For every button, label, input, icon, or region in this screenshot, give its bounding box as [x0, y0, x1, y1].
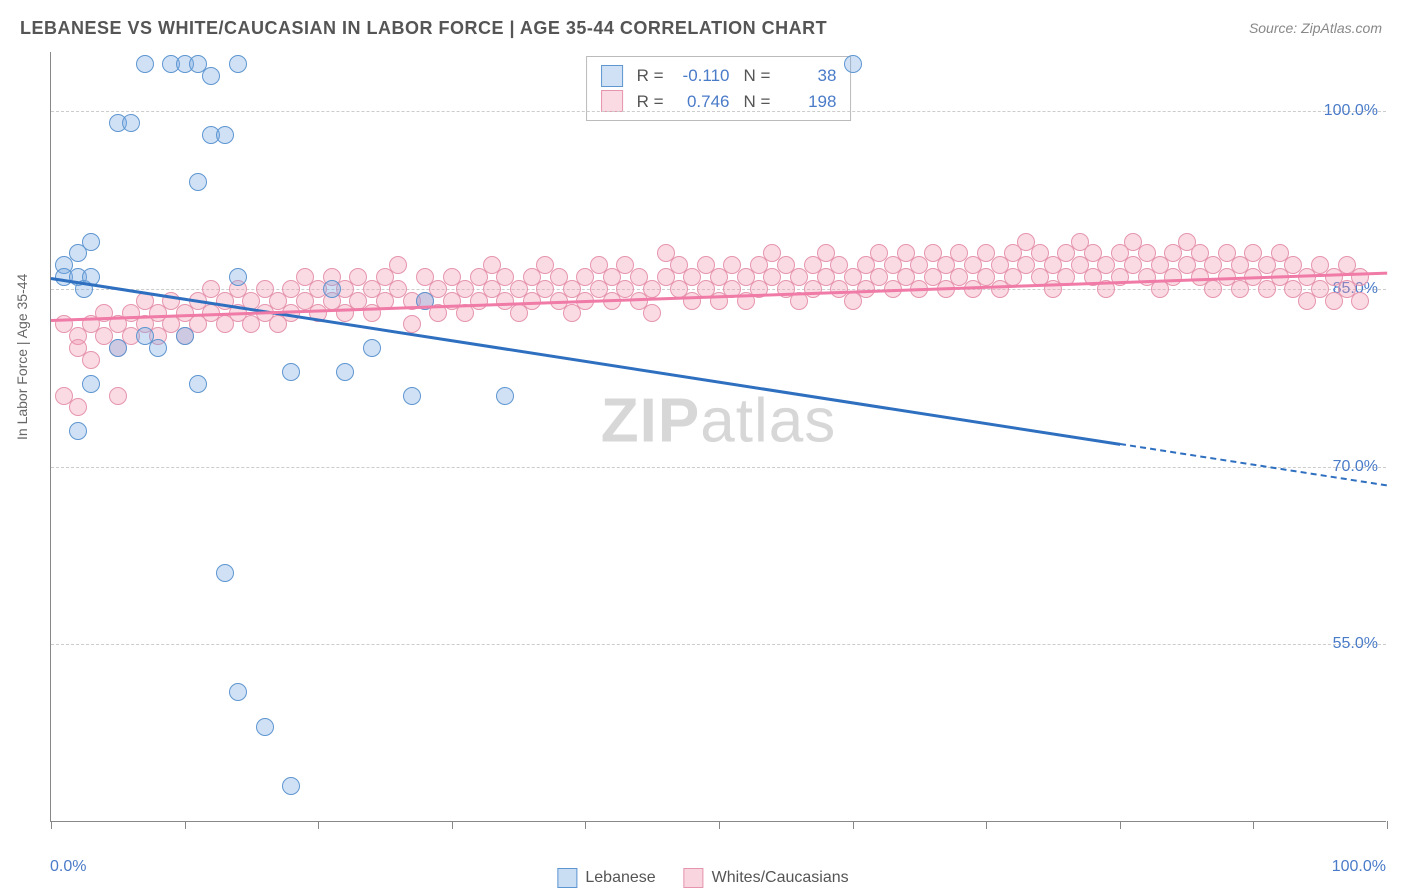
legend-n-value: 38: [780, 63, 836, 89]
data-point: [109, 339, 127, 357]
legend-item: Lebanese: [557, 868, 655, 888]
data-point: [336, 363, 354, 381]
data-point: [216, 564, 234, 582]
x-tick: [853, 821, 854, 829]
data-point: [403, 387, 421, 405]
legend-row: R = 0.746 N = 198: [601, 89, 837, 115]
legend-n-label: N =: [744, 89, 771, 115]
x-tick: [1253, 821, 1254, 829]
source-attribution: Source: ZipAtlas.com: [1249, 20, 1382, 36]
data-point: [69, 422, 87, 440]
y-tick-label: 70.0%: [1333, 458, 1378, 476]
data-point: [282, 777, 300, 795]
gridline: [51, 289, 1386, 290]
data-point: [323, 280, 341, 298]
data-point: [389, 256, 407, 274]
gridline: [51, 111, 1386, 112]
legend-n-label: N =: [744, 63, 771, 89]
data-point: [216, 126, 234, 144]
data-point: [256, 718, 274, 736]
y-axis-label: In Labor Force | Age 35-44: [14, 274, 30, 440]
data-point: [202, 67, 220, 85]
x-tick: [719, 821, 720, 829]
y-tick-label: 55.0%: [1333, 635, 1378, 653]
data-point: [176, 327, 194, 345]
data-point: [496, 387, 514, 405]
watermark: ZIPatlas: [601, 386, 836, 457]
legend-r-value: 0.746: [674, 89, 730, 115]
x-tick: [1387, 821, 1388, 829]
x-axis-max-label: 100.0%: [1332, 858, 1386, 876]
legend-swatch: [557, 868, 577, 888]
data-point: [1351, 292, 1369, 310]
y-tick-label: 100.0%: [1324, 102, 1378, 120]
data-point: [109, 387, 127, 405]
series-legend: Lebanese Whites/Caucasians: [557, 868, 848, 888]
data-point: [82, 351, 100, 369]
data-point: [229, 55, 247, 73]
data-point: [69, 398, 87, 416]
legend-row: R = -0.110 N = 38: [601, 63, 837, 89]
data-point: [229, 268, 247, 286]
data-point: [363, 339, 381, 357]
data-point: [403, 315, 421, 333]
legend-label: Whites/Caucasians: [712, 869, 849, 887]
gridline: [51, 644, 1386, 645]
legend-n-value: 198: [780, 89, 836, 115]
x-tick: [185, 821, 186, 829]
data-point: [82, 375, 100, 393]
gridline: [51, 467, 1386, 468]
legend-swatch: [684, 868, 704, 888]
data-point: [136, 55, 154, 73]
data-point: [1351, 268, 1369, 286]
x-tick: [986, 821, 987, 829]
x-tick: [51, 821, 52, 829]
data-point: [122, 114, 140, 132]
data-point: [282, 363, 300, 381]
data-point: [189, 375, 207, 393]
x-tick: [318, 821, 319, 829]
legend-item: Whites/Caucasians: [684, 868, 849, 888]
legend-label: Lebanese: [585, 869, 655, 887]
data-point: [643, 304, 661, 322]
chart-plot-area: ZIPatlas R = -0.110 N = 38 R = 0.746 N = 198 55…: [50, 52, 1386, 822]
legend-r-value: -0.110: [674, 63, 730, 89]
legend-swatch: [601, 65, 623, 87]
data-point: [229, 683, 247, 701]
data-point: [82, 233, 100, 251]
x-tick: [585, 821, 586, 829]
data-point: [189, 173, 207, 191]
x-tick: [1120, 821, 1121, 829]
legend-swatch: [601, 90, 623, 112]
data-point: [149, 339, 167, 357]
watermark-bold: ZIP: [601, 387, 700, 456]
x-tick: [452, 821, 453, 829]
x-axis-min-label: 0.0%: [50, 858, 86, 876]
legend-r-label: R =: [637, 89, 664, 115]
legend-r-label: R =: [637, 63, 664, 89]
data-point: [844, 55, 862, 73]
chart-title: LEBANESE VS WHITE/CAUCASIAN IN LABOR FOR…: [20, 18, 827, 39]
